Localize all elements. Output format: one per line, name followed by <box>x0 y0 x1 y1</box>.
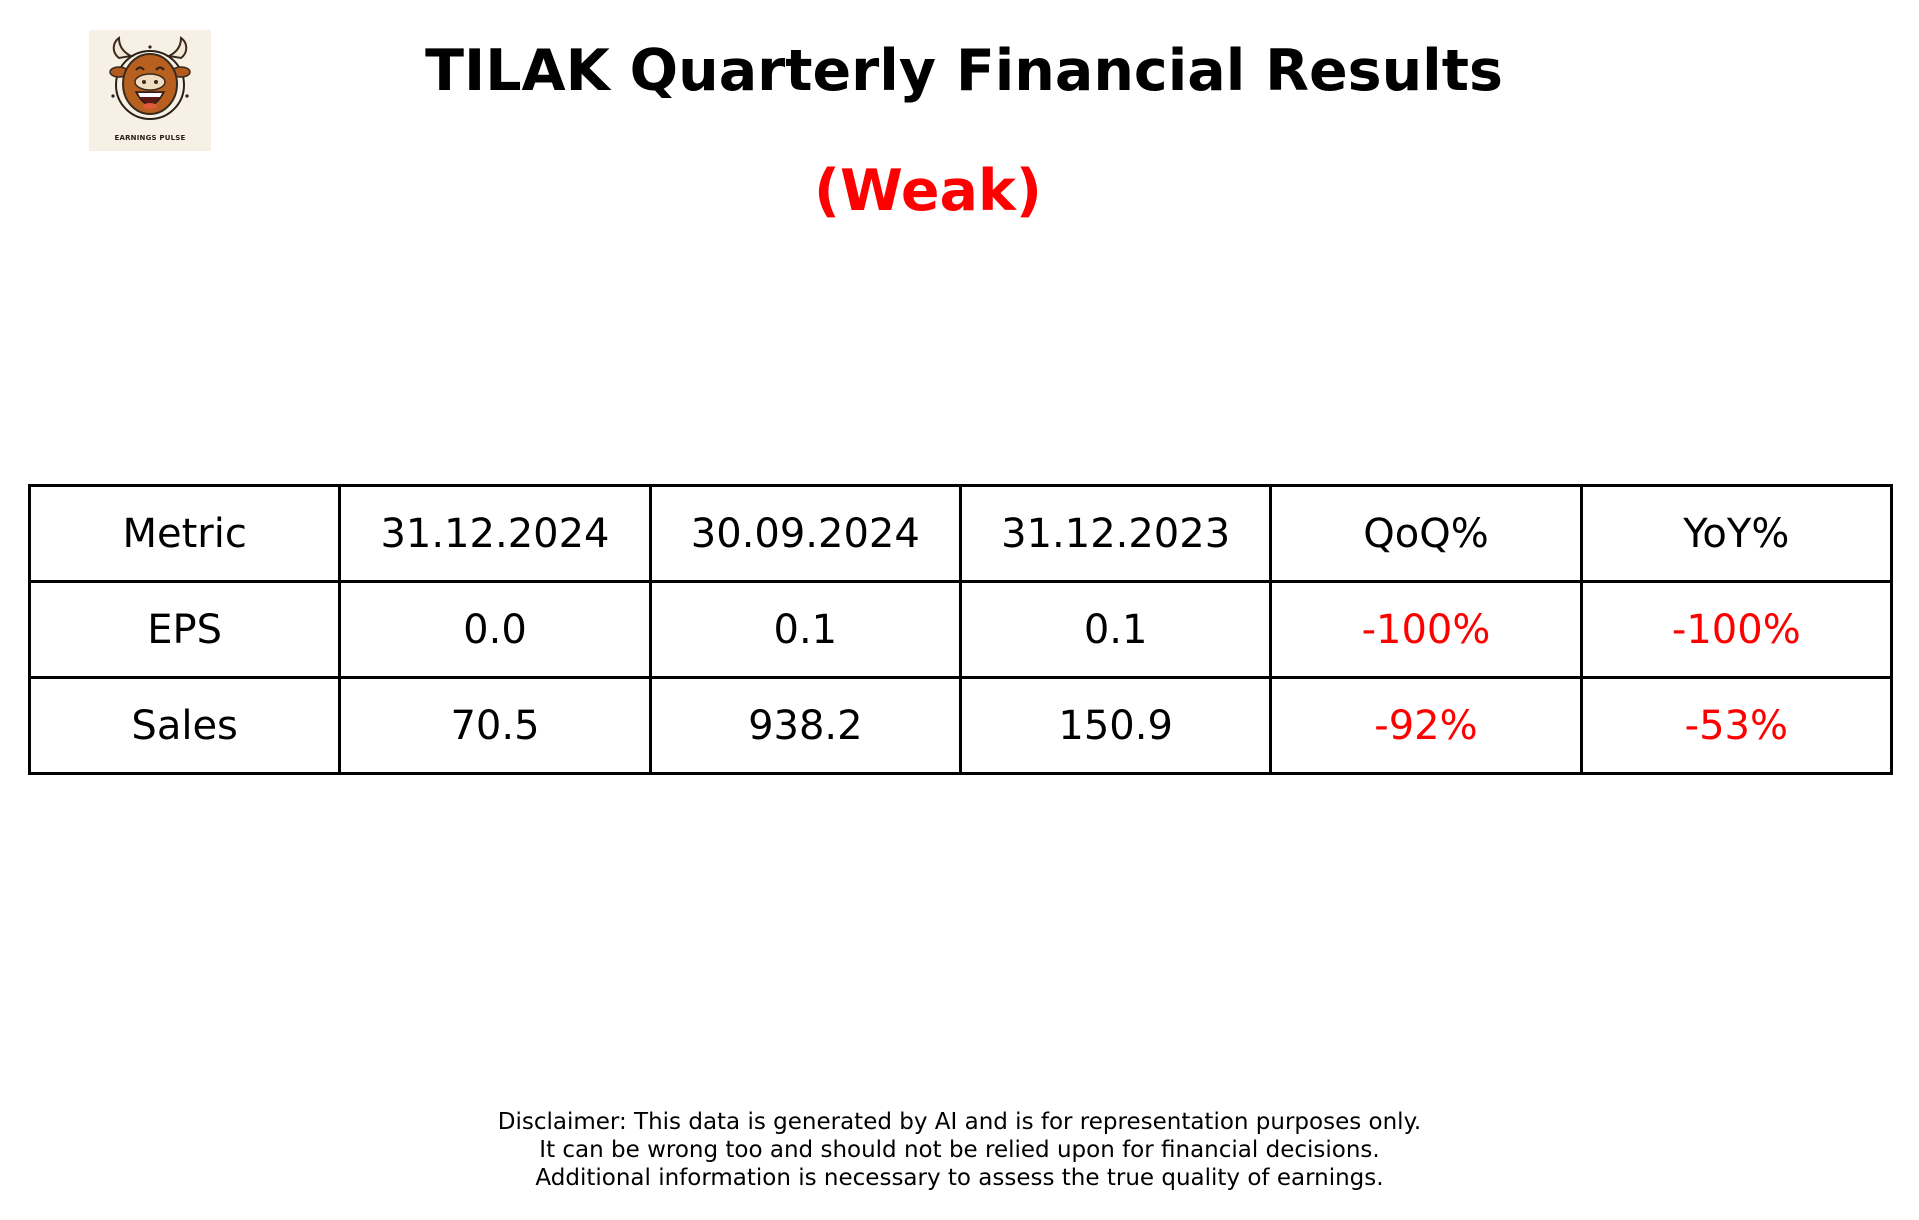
column-header-current-quarter: 31.12.2024 <box>338 484 652 583</box>
column-header-metric: Metric <box>27 484 342 583</box>
qoq-change: -92% <box>1269 676 1583 775</box>
page-title: TILAK Quarterly Financial Results <box>425 38 1503 104</box>
verdict-label: (Weak) <box>814 158 1042 224</box>
qoq-change: -100% <box>1269 580 1583 679</box>
bull-mascot-icon <box>109 36 191 120</box>
table-row-sales: Sales 70.5 938.2 150.9 -92% -53% <box>27 676 1894 775</box>
metric-name: EPS <box>27 580 342 679</box>
column-header-yoy: YoY% <box>1579 484 1894 583</box>
value-previous-quarter: 0.1 <box>648 580 962 679</box>
column-header-qoq: QoQ% <box>1269 484 1583 583</box>
column-header-previous-quarter: 30.09.2024 <box>648 484 962 583</box>
disclaimer: Disclaimer: This data is generated by AI… <box>0 1108 1919 1192</box>
value-previous-quarter: 938.2 <box>648 676 962 775</box>
value-year-ago-quarter: 0.1 <box>958 580 1273 679</box>
disclaimer-line-2: It can be wrong too and should not be re… <box>539 1137 1380 1163</box>
table-row-eps: EPS 0.0 0.1 0.1 -100% -100% <box>27 580 1894 679</box>
value-current-quarter: 70.5 <box>338 676 652 775</box>
yoy-change: -53% <box>1579 676 1894 775</box>
results-table: Metric 31.12.2024 30.09.2024 31.12.2023 … <box>27 484 1894 775</box>
earnings-pulse-logo: EARNINGS PULSE <box>89 30 211 151</box>
disclaimer-line-1: Disclaimer: This data is generated by AI… <box>497 1109 1422 1135</box>
column-header-year-ago-quarter: 31.12.2023 <box>958 484 1273 583</box>
table-header-row: Metric 31.12.2024 30.09.2024 31.12.2023 … <box>27 484 1894 583</box>
logo-caption: EARNINGS PULSE <box>114 134 186 142</box>
metric-name: Sales <box>27 676 342 775</box>
value-year-ago-quarter: 150.9 <box>958 676 1273 775</box>
value-current-quarter: 0.0 <box>338 580 652 679</box>
yoy-change: -100% <box>1579 580 1894 679</box>
disclaimer-line-3: Additional information is necessary to a… <box>535 1165 1384 1191</box>
